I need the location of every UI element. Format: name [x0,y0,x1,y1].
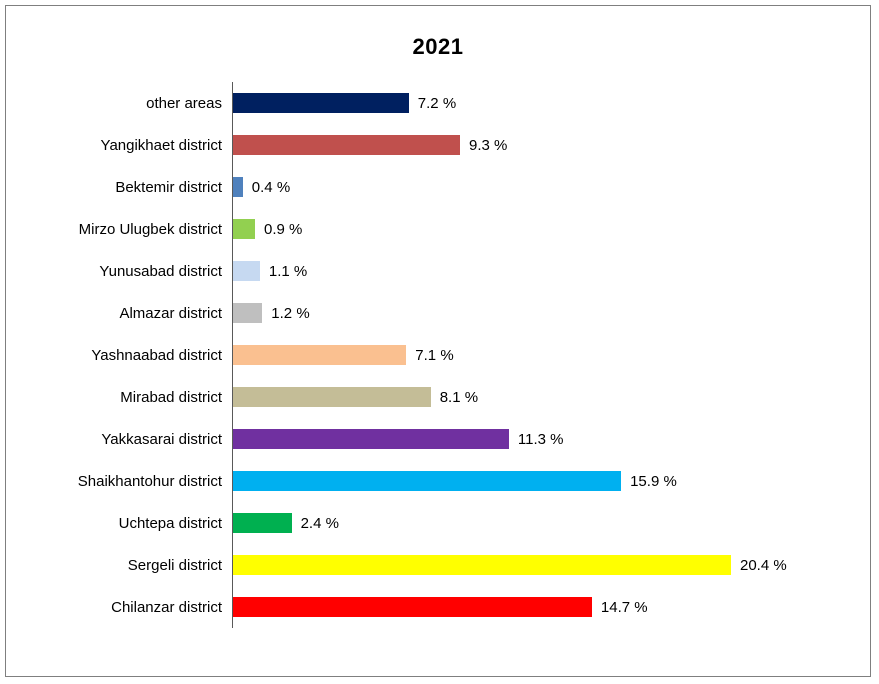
bar-track: 9.3 % [232,124,870,166]
value-label: 2.4 % [300,514,339,532]
category-label: Yakkasarai district [101,430,222,448]
category-label: Yashnaabad district [91,346,222,364]
value-label: 7.1 % [415,346,454,364]
bar-track: 2.4 % [232,502,870,544]
category-label: Mirzo Ulugbek district [78,220,222,238]
chart-row: Chilanzar district 14.7 % [20,586,870,628]
bar [233,387,431,407]
bar [233,513,292,533]
bar [233,555,731,575]
chart-row: Yangikhaet district 9.3 % [20,124,870,166]
chart-row: Yakkasarai district 11.3 % [20,418,870,460]
value-label: 1.1 % [268,262,308,280]
chart-row: Uchtepa district 2.4 % [20,502,870,544]
bar [233,429,509,449]
value-label: 20.4 % [740,556,787,574]
category-label: Yunusabad district [99,262,222,280]
bar-track: 20.4 % [232,544,870,586]
value-label: 0.9 % [264,220,303,238]
bar [233,261,260,281]
bar-track: 11.3 % [232,418,870,460]
bar [233,345,407,365]
bar-track: 7.1 % [232,334,870,376]
chart-row: Almazar district 1.2 % [20,292,870,334]
value-label: 7.2 % [417,94,457,112]
bar-track: 14.7 % [232,586,870,628]
bar-track: 1.1 % [232,250,870,292]
bar-track: 15.9 % [232,460,870,502]
value-label: 14.7 % [600,598,648,616]
bar [233,219,255,239]
category-label: other areas [146,94,222,112]
bar-track: 7.2 % [232,82,870,124]
chart-title: 2021 [412,34,464,59]
category-label: Chilanzar district [111,598,222,616]
value-label: 1.2 % [271,304,310,322]
bar [233,471,622,491]
category-label: Mirabad district [120,388,222,406]
bar [233,177,243,197]
bar [233,303,263,323]
bar [233,135,460,155]
value-label: 9.3 % [469,136,508,154]
chart-row: Bektemir district 0.4 % [20,166,870,208]
chart-row: Yashnaabad district 7.1 % [20,334,870,376]
chart-row: other areas 7.2 % [20,82,870,124]
category-label: Sergeli district [127,556,222,574]
bar [233,93,409,113]
category-label: Almazar district [119,304,222,322]
bar-track: 0.4 % [232,166,870,208]
chart-row: Shaikhantohur district 15.9 % [20,460,870,502]
bar-track: 8.1 % [232,376,870,418]
value-label: 15.9 % [630,472,677,490]
bar-track: 0.9 % [232,208,870,250]
category-label: Yangikhaet district [100,136,222,154]
category-label: Uchtepa district [118,514,222,532]
bar [233,597,592,617]
bar-track: 1.2 % [232,292,870,334]
chart-row: Mirzo Ulugbek district 0.9 % [20,208,870,250]
chart-frame: 2021 other areas 7.2 % Yangikhaet district… [5,5,871,677]
chart-row: Sergeli district 20.4 % [20,544,870,586]
chart-row: Mirabad district 8.1 % [20,376,870,418]
chart-row: Yunusabad district 1.1 % [20,250,870,292]
chart-rows: other areas 7.2 % Yangikhaet district 9.3 %… [20,82,870,628]
value-label: 0.4 % [251,178,291,196]
value-label: 8.1 % [439,388,479,406]
category-label: Shaikhantohur district [77,472,222,490]
value-label: 11.3 % [517,430,564,448]
category-label: Bektemir district [115,178,222,196]
